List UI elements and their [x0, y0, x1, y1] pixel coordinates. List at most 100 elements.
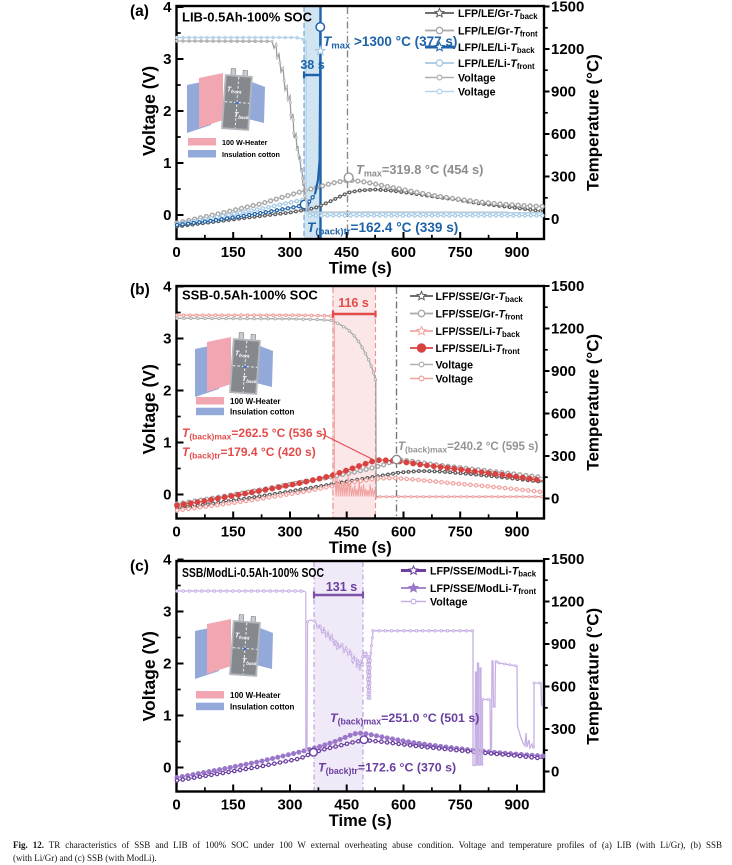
svg-text:(c): (c) [130, 558, 149, 575]
svg-text:1: 1 [163, 155, 171, 172]
svg-text:Voltage (V): Voltage (V) [139, 364, 159, 454]
svg-text:0: 0 [551, 211, 559, 228]
svg-text:0: 0 [551, 764, 559, 781]
svg-text:LFP/LE/Gr-Tback: LFP/LE/Gr-Tback [458, 8, 538, 21]
svg-text:600: 600 [391, 524, 416, 541]
svg-text:0: 0 [172, 524, 180, 541]
svg-text:LFP/LE/Li-Tfront: LFP/LE/Li-Tfront [458, 58, 535, 71]
svg-text:900: 900 [551, 363, 576, 380]
svg-text:300: 300 [551, 721, 576, 738]
svg-text:Time (s): Time (s) [329, 812, 392, 830]
svg-text:300: 300 [277, 797, 302, 814]
svg-text:3: 3 [163, 604, 171, 621]
svg-text:0: 0 [163, 487, 171, 504]
svg-text:150: 150 [221, 244, 246, 261]
svg-text:131 s: 131 s [326, 580, 357, 594]
svg-text:Temperature (°C): Temperature (°C) [584, 608, 603, 745]
svg-text:Tback: Tback [242, 658, 258, 667]
svg-text:LFP/SSE/Gr-Tback: LFP/SSE/Gr-Tback [436, 291, 524, 304]
svg-text:Voltage: Voltage [430, 597, 468, 609]
svg-text:3: 3 [163, 331, 171, 348]
svg-text:Temperature (°C): Temperature (°C) [584, 334, 603, 471]
svg-text:T(back)max=240.2 °C (595 s): T(back)max=240.2 °C (595 s) [398, 441, 538, 455]
svg-text:Insulation cotton: Insulation cotton [230, 408, 295, 417]
svg-text:0: 0 [172, 797, 180, 814]
svg-text:600: 600 [551, 406, 576, 423]
svg-text:900: 900 [504, 797, 529, 814]
svg-text:Tback: Tback [234, 112, 250, 121]
svg-text:Time (s): Time (s) [329, 260, 392, 278]
svg-text:LFP/SSE/Gr-Tfront: LFP/SSE/Gr-Tfront [436, 309, 524, 322]
svg-text:100 W-Heater: 100 W-Heater [230, 397, 281, 406]
svg-text:SSB-0.5Ah-100% SOC: SSB-0.5Ah-100% SOC [182, 288, 318, 303]
svg-text:100 W-Heater: 100 W-Heater [230, 691, 281, 700]
svg-text:Voltage: Voltage [436, 360, 474, 372]
svg-text:450: 450 [334, 524, 359, 541]
svg-text:2: 2 [163, 103, 171, 120]
svg-text:3: 3 [163, 51, 171, 68]
svg-text:600: 600 [551, 679, 576, 696]
svg-text:150: 150 [221, 524, 246, 541]
svg-text:LFP/SSE/Li-Tback: LFP/SSE/Li-Tback [436, 326, 521, 339]
svg-text:Temperature (°C): Temperature (°C) [584, 54, 603, 191]
svg-text:Voltage: Voltage [436, 374, 474, 386]
svg-text:Tmax=319.8 °C (454 s): Tmax=319.8 °C (454 s) [356, 162, 483, 179]
svg-text:0: 0 [172, 244, 180, 261]
svg-text:Voltage (V): Voltage (V) [139, 631, 159, 721]
svg-text:38 s: 38 s [300, 58, 324, 72]
svg-text:900: 900 [504, 524, 529, 541]
svg-text:T(back)tr=179.4 °C (420 s): T(back)tr=179.4 °C (420 s) [182, 445, 316, 461]
svg-text:1: 1 [163, 708, 171, 725]
svg-text:600: 600 [551, 126, 576, 143]
svg-text:T(back)tr=172.6 °C (370 s): T(back)tr=172.6 °C (370 s) [318, 761, 456, 777]
svg-text:900: 900 [504, 244, 529, 261]
svg-text:1500: 1500 [551, 551, 584, 568]
svg-text:750: 750 [448, 244, 473, 261]
svg-text:T(back)max=251.0 °C (501 s): T(back)max=251.0 °C (501 s) [330, 711, 479, 727]
svg-text:Tfront: Tfront [235, 632, 251, 641]
svg-text:LFP/LE/Gr-Tfront: LFP/LE/Gr-Tfront [458, 26, 538, 39]
svg-text:450: 450 [334, 244, 359, 261]
svg-text:Insulation cotton: Insulation cotton [230, 703, 295, 712]
svg-text:T(back)tr=162.4 °C (339 s): T(back)tr=162.4 °C (339 s) [307, 220, 458, 238]
svg-text:1200: 1200 [551, 321, 584, 338]
svg-text:900: 900 [551, 84, 576, 101]
svg-text:Time (s): Time (s) [329, 539, 392, 557]
svg-text:150: 150 [221, 797, 246, 814]
svg-text:450: 450 [334, 797, 359, 814]
svg-text:Tmax >1300 °C (377 s): Tmax >1300 °C (377 s) [323, 34, 457, 52]
svg-text:600: 600 [391, 797, 416, 814]
svg-text:Voltage (V): Voltage (V) [139, 66, 159, 156]
svg-text:1: 1 [163, 435, 171, 452]
svg-text:1200: 1200 [551, 41, 584, 58]
svg-text:300: 300 [277, 244, 302, 261]
svg-text:1500: 1500 [551, 278, 584, 295]
svg-text:900: 900 [551, 636, 576, 653]
svg-text:Voltage: Voltage [458, 87, 496, 99]
svg-text:(a): (a) [130, 3, 149, 20]
svg-text:300: 300 [277, 524, 302, 541]
svg-text:T(back)max=262.5 °C (536 s): T(back)max=262.5 °C (536 s) [182, 426, 327, 442]
svg-text:4: 4 [163, 0, 172, 16]
svg-text:LFP/SSE/Li-Tfront: LFP/SSE/Li-Tfront [436, 343, 521, 356]
svg-text:Voltage: Voltage [458, 73, 496, 85]
svg-text:1200: 1200 [551, 594, 584, 611]
svg-text:300: 300 [551, 169, 576, 186]
svg-text:1500: 1500 [551, 0, 584, 16]
svg-text:4: 4 [163, 552, 172, 569]
svg-text:750: 750 [448, 524, 473, 541]
svg-text:300: 300 [551, 448, 576, 465]
svg-text:Tfront: Tfront [227, 86, 243, 95]
svg-text:SSB/ModLi-0.5Ah-100% SOC: SSB/ModLi-0.5Ah-100% SOC [182, 566, 324, 580]
svg-text:LFP/LE/Li-Tback: LFP/LE/Li-Tback [458, 42, 535, 55]
svg-text:LFP/SSE/ModLi-Tfront: LFP/SSE/ModLi-Tfront [430, 583, 536, 596]
svg-text:Insulation cotton: Insulation cotton [222, 150, 280, 159]
svg-text:LIB-0.5Ah-100% SOC: LIB-0.5Ah-100% SOC [182, 10, 313, 25]
svg-text:Tfront: Tfront [235, 350, 251, 359]
svg-text:Tback: Tback [242, 376, 258, 385]
svg-text:2: 2 [163, 383, 171, 400]
svg-text:0: 0 [551, 491, 559, 508]
svg-text:750: 750 [448, 797, 473, 814]
svg-text:116 s: 116 s [338, 296, 369, 310]
svg-text:600: 600 [391, 244, 416, 261]
